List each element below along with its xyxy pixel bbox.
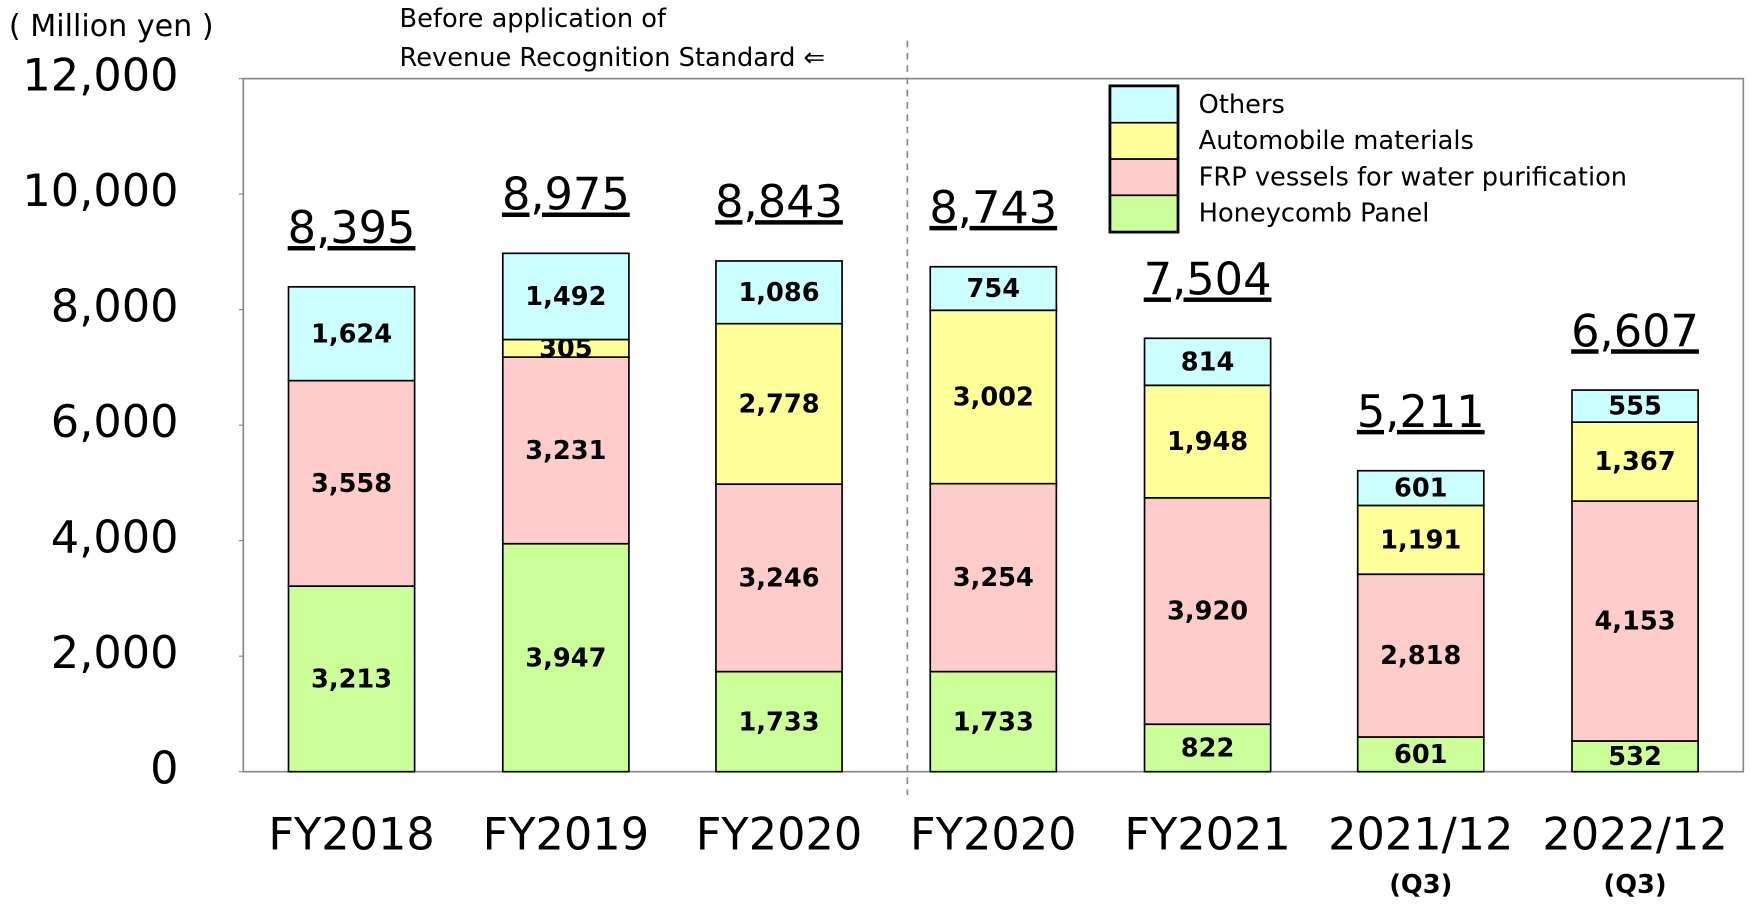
bar-segment xyxy=(287,285,416,382)
bar-segment xyxy=(1356,504,1485,576)
x-tick-label: FY2019 xyxy=(483,809,650,861)
value-label: 2,818 xyxy=(1380,641,1461,671)
y-tick-label: 12,000 xyxy=(22,50,178,102)
value-label: 3,947 xyxy=(525,643,606,673)
bar-segment xyxy=(1143,723,1272,773)
total-label: 8,843 xyxy=(715,176,843,228)
value-label: 1,733 xyxy=(953,707,1034,737)
x-tick-label: FY2018 xyxy=(268,809,434,861)
total-label: 8,395 xyxy=(288,202,416,254)
value-label: 754 xyxy=(967,274,1021,304)
value-label: 4,153 xyxy=(1594,607,1675,637)
total-label: 8,743 xyxy=(929,182,1057,234)
value-label: 555 xyxy=(1608,392,1662,422)
bar-segment xyxy=(715,260,843,325)
x-tick-label: FY2021 xyxy=(1124,809,1291,861)
bar-segment xyxy=(501,542,630,773)
bar-segment xyxy=(1571,500,1699,742)
bar-segment xyxy=(1143,496,1272,726)
bar-segment xyxy=(1356,573,1485,738)
legend-frame xyxy=(1108,84,1180,234)
value-label: 3,002 xyxy=(953,383,1034,413)
value-label: 1,733 xyxy=(738,707,819,737)
value-label: 1,086 xyxy=(738,278,819,308)
value-label: 1,948 xyxy=(1167,427,1248,457)
y-tick-label: 0 xyxy=(150,743,178,795)
x-tick-label: 2022/12 xyxy=(1542,809,1727,861)
value-label: 601 xyxy=(1394,740,1448,770)
value-label: 814 xyxy=(1181,347,1235,377)
x-tick-label: 2021/12 xyxy=(1328,809,1513,861)
bar-segment xyxy=(1143,384,1272,499)
bar-segment xyxy=(501,356,630,545)
bar-segment xyxy=(1356,469,1485,507)
bar-segment xyxy=(929,670,1058,773)
bar-segment xyxy=(1143,337,1272,387)
total-label: 8,975 xyxy=(502,169,630,221)
y-tick-label: 2,000 xyxy=(51,627,179,679)
value-label: 1,624 xyxy=(311,319,392,349)
bar-segment xyxy=(715,322,843,485)
annotation: Before application of xyxy=(400,4,667,34)
legend-label: Honeycomb Panel xyxy=(1199,199,1430,229)
y-tick-label: 4,000 xyxy=(51,512,179,564)
bar-segment xyxy=(929,265,1058,312)
total-label: 6,607 xyxy=(1571,305,1699,357)
legend-label: Automobile materials xyxy=(1199,126,1474,156)
value-label: 3,558 xyxy=(311,469,392,499)
value-label: 601 xyxy=(1394,474,1448,504)
legend-swatch xyxy=(1109,158,1179,197)
value-label: 2,778 xyxy=(738,390,819,420)
value-label: 3,231 xyxy=(525,436,606,466)
bar-segment xyxy=(929,482,1058,673)
value-label: 1,367 xyxy=(1594,447,1675,477)
value-label: 3,254 xyxy=(953,563,1034,593)
bar-segment xyxy=(1356,736,1485,773)
value-label: 822 xyxy=(1181,734,1235,764)
bar-segment xyxy=(715,483,843,673)
total-label: 7,504 xyxy=(1144,253,1272,305)
y-tick-label: 8,000 xyxy=(51,281,179,333)
value-label: 532 xyxy=(1608,742,1662,772)
y-unit: ( Million yen ) xyxy=(9,9,214,44)
legend-label: Others xyxy=(1199,90,1285,120)
legend-swatch xyxy=(1109,85,1179,124)
x-tick-note: (Q3) xyxy=(1389,870,1452,900)
bar-segment xyxy=(287,379,416,587)
total-label: 5,211 xyxy=(1357,386,1485,438)
legend-label: FRP vessels for water purification xyxy=(1199,162,1627,192)
value-label: 3,920 xyxy=(1167,597,1248,627)
y-tick-label: 6,000 xyxy=(51,396,179,448)
value-label: 1,492 xyxy=(525,282,606,312)
x-tick-note: (Q3) xyxy=(1603,870,1666,900)
legend-swatch xyxy=(1109,121,1179,160)
x-tick-label: FY2020 xyxy=(910,809,1076,861)
bar-segment xyxy=(1571,389,1699,423)
value-label: 3,213 xyxy=(311,665,392,695)
bar-segment xyxy=(715,670,843,773)
legend: Honeycomb Panel FRP vessels for water pur… xyxy=(1108,84,1627,234)
value-label: 1,191 xyxy=(1380,525,1461,555)
legend-swatch xyxy=(1109,194,1179,233)
value-label: 3,246 xyxy=(738,563,819,593)
y-tick-label: 10,000 xyxy=(22,165,178,217)
bar-segment xyxy=(287,585,416,773)
annotation: Revenue Recognition Standard ⇐ xyxy=(400,43,825,73)
x-tick-label: FY2020 xyxy=(696,809,863,861)
bar-segment xyxy=(501,252,630,341)
